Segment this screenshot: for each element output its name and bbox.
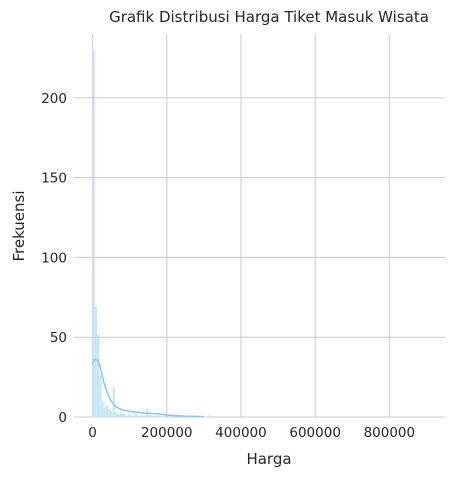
histogram-bar bbox=[96, 333, 100, 418]
histogram-bar bbox=[152, 415, 156, 418]
histogram-bar bbox=[101, 400, 104, 418]
histogram-bar bbox=[112, 386, 115, 418]
histogram-bar bbox=[163, 415, 167, 418]
histogram-bars bbox=[92, 49, 211, 418]
x-tick-label: 400000 bbox=[215, 425, 267, 441]
histogram-bar bbox=[156, 415, 160, 418]
x-tick-label: 200000 bbox=[141, 425, 193, 441]
histogram-bar bbox=[123, 413, 127, 418]
histogram-bar bbox=[132, 415, 135, 418]
histogram-bar bbox=[150, 415, 153, 418]
chart-title: Grafik Distribusi Harga Tiket Masuk Wisa… bbox=[109, 8, 429, 26]
histogram-bar bbox=[107, 408, 111, 418]
histogram-bar bbox=[130, 415, 133, 418]
x-axis-title: Harga bbox=[246, 450, 291, 468]
histogram-bar bbox=[136, 415, 140, 418]
y-tick-label: 0 bbox=[58, 410, 67, 426]
histogram-bar bbox=[114, 412, 118, 418]
histogram-bar bbox=[125, 415, 129, 418]
histogram-bar bbox=[141, 415, 144, 418]
grid-lines bbox=[74, 34, 445, 418]
x-tick-label: 0 bbox=[88, 425, 97, 441]
x-axis-ticks: 0 200000 400000 600000 800000 bbox=[88, 425, 415, 441]
histogram-bar bbox=[119, 412, 122, 418]
histogram-bar bbox=[92, 49, 95, 418]
x-tick-label: 800000 bbox=[364, 425, 416, 441]
histogram-bar bbox=[128, 413, 131, 418]
histogram-bar bbox=[99, 375, 102, 418]
histogram-bar bbox=[105, 405, 109, 418]
histogram-bar bbox=[121, 413, 124, 418]
histogram-bar bbox=[134, 413, 138, 418]
histogram-bar bbox=[139, 415, 142, 418]
y-tick-label: 100 bbox=[41, 250, 67, 266]
histogram-bar bbox=[116, 413, 120, 418]
kde-line bbox=[91, 358, 204, 418]
x-tick-label: 600000 bbox=[289, 425, 341, 441]
y-tick-label: 50 bbox=[50, 330, 67, 346]
histogram-bar bbox=[208, 415, 211, 418]
y-tick-label: 150 bbox=[41, 171, 67, 187]
histogram-bar bbox=[110, 410, 113, 418]
histogram-bar bbox=[159, 415, 162, 418]
y-tick-label: 200 bbox=[41, 91, 67, 107]
histogram-bar bbox=[94, 306, 98, 418]
histogram-bar bbox=[148, 413, 151, 418]
y-axis-title: Frekuensi bbox=[10, 190, 28, 261]
y-axis-ticks: 0 50 100 150 200 bbox=[41, 91, 67, 426]
histogram-bar bbox=[103, 407, 107, 418]
histogram-bar bbox=[154, 415, 158, 418]
